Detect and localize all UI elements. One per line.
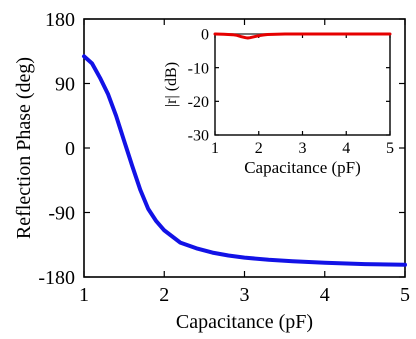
inset-y-tick-label: -10 [188, 60, 209, 77]
inset-chart: 1 2 3 4 5 -30 -20 -10 0 Capacitance (pF) |r| (d… [163, 27, 394, 177]
inset-x-tick-label: 1 [211, 140, 219, 157]
inset-x-tick-label: 4 [342, 140, 350, 157]
magnitude-series-line [213, 32, 392, 40]
main-x-tick-label: 5 [400, 284, 410, 306]
inset-plot-frame [214, 33, 391, 136]
inset-x-tick-label: 5 [386, 140, 394, 157]
phase-series-line [82, 54, 407, 267]
inset-y-tick-label: 0 [201, 27, 209, 44]
main-y-axis-title: Reflection Phase (deg) [13, 57, 35, 239]
inset-x-axis-title: Capacitance (pF) [244, 158, 361, 177]
main-x-tick-label: 2 [159, 284, 169, 306]
main-y-tick-label: 0 [65, 138, 75, 160]
main-x-tick-label: 4 [320, 284, 330, 306]
inset-y-tick-label: -30 [188, 128, 209, 145]
main-y-tick-label: -90 [48, 203, 75, 225]
main-x-tick-label: 1 [79, 284, 89, 306]
main-x-tick-label: 3 [240, 284, 250, 306]
main-x-axis-title: Capacitance (pF) [176, 311, 313, 333]
main-x-ticks: 1 2 3 4 5 [79, 19, 410, 306]
main-y-ticks: -180 -90 0 90 180 [38, 9, 405, 289]
main-y-tick-label: 90 [55, 74, 75, 96]
main-chart: 1 2 3 4 5 -180 -90 0 90 180 Capacitance (pF) Ref… [13, 9, 410, 333]
inset-y-tick-label: -20 [188, 94, 209, 111]
main-y-tick-label: 180 [45, 9, 75, 31]
inset-y-ticks: -30 -20 -10 0 [188, 27, 390, 145]
main-y-tick-label: -180 [38, 267, 75, 289]
inset-x-tick-label: 3 [299, 140, 307, 157]
inset-y-axis-title: |r| (dB) [163, 62, 180, 107]
inset-x-tick-label: 2 [255, 140, 263, 157]
